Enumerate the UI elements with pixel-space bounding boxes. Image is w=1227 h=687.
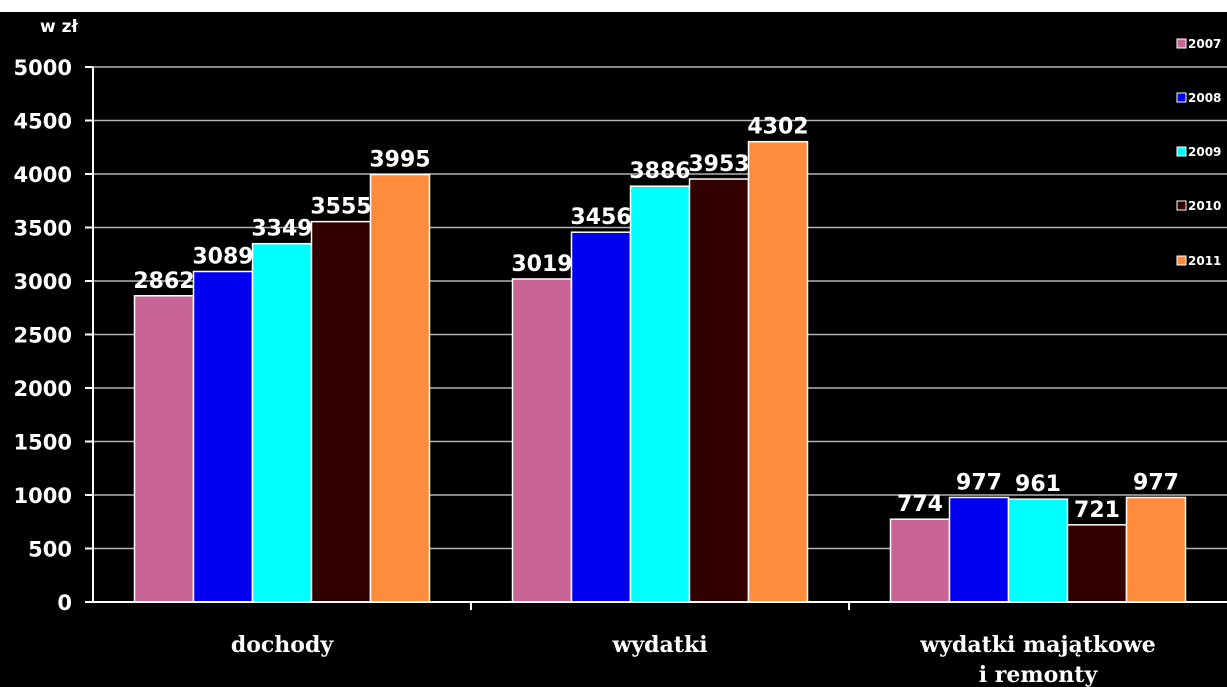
- legend-swatch: [1177, 39, 1186, 48]
- legend-entry: 2007: [1188, 37, 1221, 51]
- y-tick-label: 4000: [14, 163, 72, 187]
- bar-2011-1: [749, 142, 808, 602]
- category-label: wydatki: [611, 632, 707, 658]
- bar-2009-2: [1009, 499, 1068, 602]
- y-tick-label: 5000: [14, 56, 72, 80]
- legend-swatch: [1177, 93, 1186, 102]
- data-label: 3019: [511, 252, 572, 277]
- bar-2008-0: [194, 271, 253, 602]
- data-label: 3953: [688, 152, 749, 177]
- legend-entry: 2011: [1188, 254, 1221, 268]
- legend-swatch: [1177, 147, 1186, 156]
- legend-swatch: [1177, 201, 1186, 210]
- y-axis-label: w zł: [40, 17, 79, 37]
- y-tick-label: 500: [28, 538, 72, 562]
- bar-2007-0: [135, 296, 194, 602]
- data-label: 3089: [192, 244, 253, 269]
- y-tick-label: 1500: [14, 431, 72, 455]
- data-label: 3349: [251, 217, 312, 242]
- y-tick-label: 2500: [14, 324, 72, 348]
- y-tick-label: 1000: [14, 484, 72, 508]
- data-label: 977: [956, 470, 1002, 495]
- bar-2009-1: [631, 186, 690, 602]
- bar-2008-2: [950, 497, 1009, 602]
- data-label: 721: [1074, 498, 1120, 523]
- y-tick-label: 0: [57, 591, 72, 615]
- bar-2010-0: [312, 222, 371, 602]
- data-label: 4302: [747, 115, 808, 140]
- data-label: 3555: [310, 195, 371, 220]
- legend-entry: 2008: [1188, 91, 1221, 105]
- bar-2007-1: [513, 279, 572, 602]
- legend-entry: 2009: [1188, 145, 1221, 159]
- legend-swatch: [1177, 256, 1186, 265]
- data-label: 977: [1133, 470, 1179, 495]
- bar-2011-2: [1127, 497, 1186, 602]
- category-label: wydatki majątkowe: [919, 632, 1156, 658]
- data-label: 774: [897, 492, 943, 517]
- data-label: 2862: [133, 269, 194, 294]
- bar-2008-1: [572, 232, 631, 602]
- y-tick-label: 2000: [14, 377, 72, 401]
- bar-2007-2: [891, 519, 950, 602]
- legend-entry: 2010: [1188, 199, 1221, 213]
- bar-2010-2: [1068, 525, 1127, 602]
- data-label: 3995: [369, 148, 430, 173]
- category-label: dochody: [231, 632, 335, 658]
- bar-2010-1: [690, 179, 749, 602]
- bar-2011-0: [371, 175, 430, 602]
- data-label: 3456: [570, 205, 631, 230]
- y-tick-label: 3500: [14, 217, 72, 241]
- category-label: i remonty: [979, 662, 1099, 687]
- y-tick-label: 3000: [14, 270, 72, 294]
- y-tick-label: 4500: [14, 110, 72, 134]
- data-label: 3886: [629, 159, 690, 184]
- bar-2009-0: [253, 244, 312, 602]
- data-label: 961: [1015, 472, 1061, 497]
